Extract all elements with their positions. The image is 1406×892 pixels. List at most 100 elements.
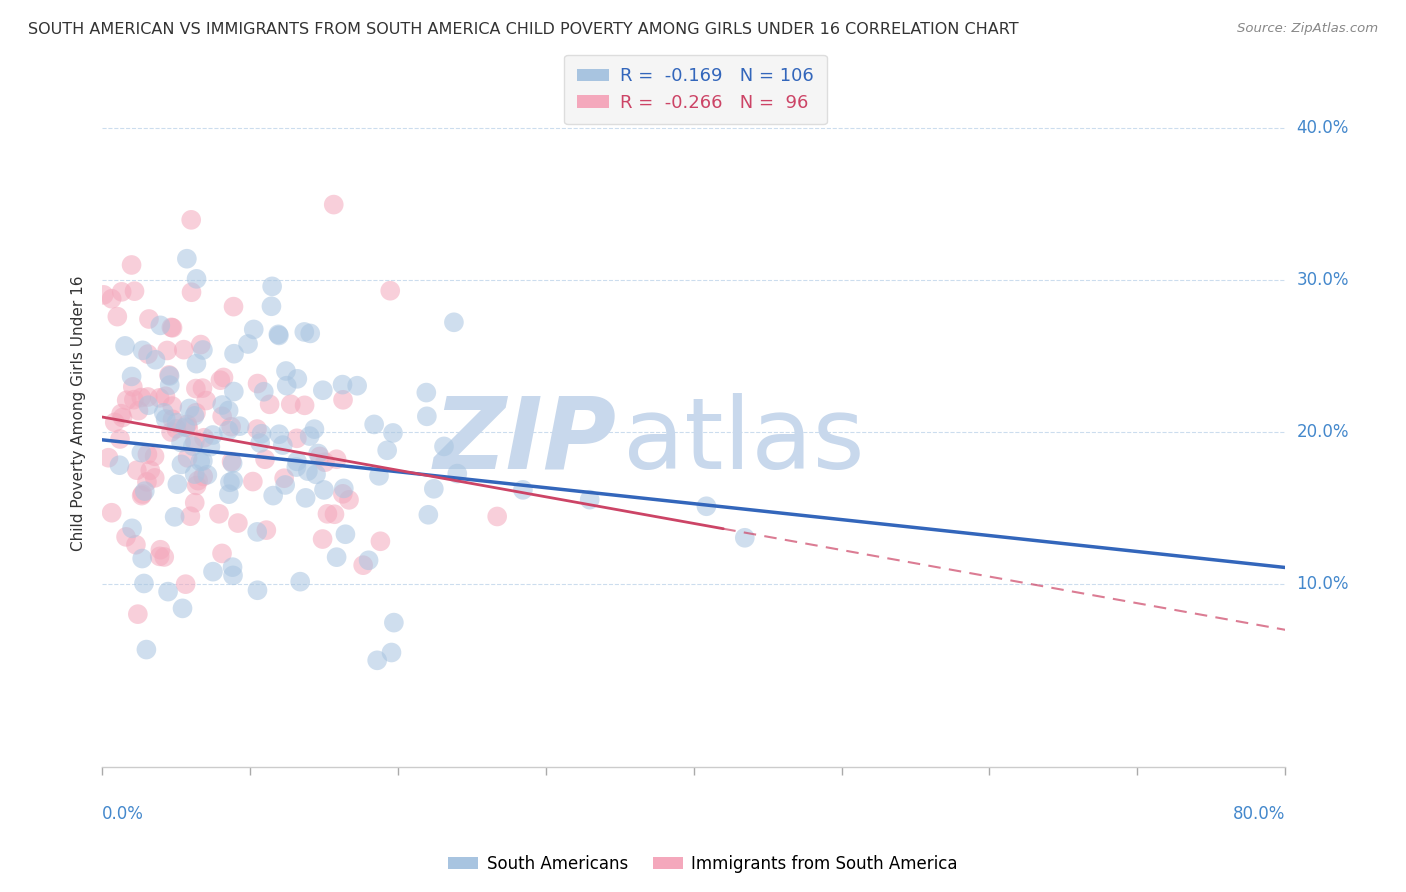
Point [93, 288, 115, 302]
Point [285, 460, 308, 475]
Point [222, 347, 245, 361]
Point [443, 315, 465, 329]
Text: Source: ZipAtlas.com: Source: ZipAtlas.com [1237, 22, 1378, 36]
Point [218, 424, 240, 438]
Point [136, 390, 159, 404]
Point [134, 484, 156, 499]
Point [290, 574, 312, 589]
Point [695, 500, 717, 514]
Point [157, 584, 180, 599]
Point [333, 482, 356, 496]
Point [170, 435, 193, 450]
Point [357, 553, 380, 567]
Point [138, 312, 160, 326]
Text: atlas: atlas [623, 393, 865, 490]
Point [186, 357, 208, 371]
Point [375, 443, 398, 458]
Point [304, 422, 326, 436]
Point [114, 339, 136, 353]
Point [162, 399, 184, 413]
Point [222, 300, 245, 314]
Point [221, 456, 243, 470]
Point [267, 327, 290, 342]
Point [294, 491, 316, 505]
Point [179, 401, 201, 416]
Point [433, 439, 456, 453]
Point [184, 496, 207, 510]
Point [246, 524, 269, 539]
Point [274, 478, 297, 492]
Point [322, 197, 344, 211]
Point [332, 392, 354, 407]
Point [129, 391, 152, 405]
Point [183, 467, 205, 482]
Point [152, 406, 174, 420]
Point [110, 407, 132, 421]
Point [149, 318, 172, 333]
Text: 0.0%: 0.0% [103, 805, 143, 823]
Point [172, 601, 194, 615]
Point [337, 492, 360, 507]
Point [139, 463, 162, 477]
Point [299, 326, 322, 341]
Point [111, 410, 134, 425]
Point [222, 384, 245, 399]
Point [226, 516, 249, 530]
Point [131, 343, 153, 358]
Point [149, 549, 172, 564]
Y-axis label: Child Poverty Among Girls Under 16: Child Poverty Among Girls Under 16 [72, 276, 86, 551]
Point [143, 450, 166, 464]
Point [108, 458, 131, 473]
Point [177, 421, 200, 435]
Point [149, 542, 172, 557]
Point [219, 475, 242, 490]
Point [346, 378, 368, 392]
Point [294, 398, 316, 412]
Point [316, 507, 339, 521]
Point [363, 417, 385, 432]
Point [163, 509, 186, 524]
Point [184, 382, 207, 396]
Point [162, 412, 184, 426]
Point [184, 406, 207, 420]
Point [187, 474, 209, 488]
Legend: R =  -0.169   N = 106, R =  -0.266   N =  96: R = -0.169 N = 106, R = -0.266 N = 96 [564, 54, 827, 124]
Point [259, 397, 281, 411]
Point [298, 429, 321, 443]
Point [191, 381, 214, 395]
Point [176, 417, 198, 432]
Point [121, 521, 143, 535]
Point [136, 447, 159, 461]
Point [311, 532, 333, 546]
Point [145, 352, 167, 367]
Point [308, 450, 330, 464]
Point [184, 434, 207, 449]
Point [323, 508, 346, 522]
Point [370, 534, 392, 549]
Point [366, 653, 388, 667]
Point [165, 422, 187, 436]
Point [314, 455, 336, 469]
Point [246, 422, 269, 436]
Point [149, 391, 172, 405]
Point [271, 438, 294, 452]
Point [166, 416, 188, 430]
Point [285, 372, 308, 386]
Point [269, 427, 291, 442]
Point [191, 454, 214, 468]
Point [325, 550, 347, 565]
Point [186, 478, 208, 492]
Point [127, 607, 149, 622]
Point [201, 428, 224, 442]
Point [332, 377, 354, 392]
Point [104, 415, 127, 429]
Point [100, 506, 122, 520]
Point [211, 409, 233, 424]
Point [115, 393, 138, 408]
Point [218, 487, 240, 501]
Point [153, 549, 176, 564]
Point [273, 471, 295, 485]
Point [179, 509, 201, 524]
Point [105, 310, 128, 324]
Point [249, 436, 271, 450]
